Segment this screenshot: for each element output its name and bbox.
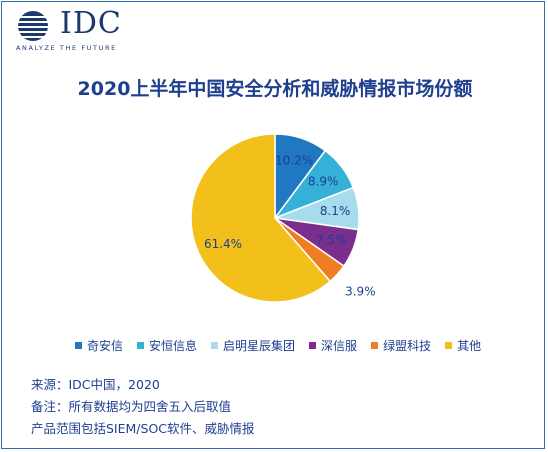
legend-label: 奇安信 [87,339,124,353]
legend-item-3: 启明星辰集团 [211,337,295,354]
data-label-2: 8.9% [308,174,339,188]
data-label-5: 3.9% [345,285,376,299]
legend-swatch [75,342,82,349]
legend-label: 深信服 [321,339,358,353]
legend-label: 其他 [457,339,482,353]
legend-label: 绿盟科技 [383,339,432,353]
legend-item-5: 绿盟科技 [371,337,431,354]
globe-icon [16,11,52,41]
legend-item-2: 安恒信息 [137,337,197,354]
pie-slice-6 [190,133,332,303]
legend-item-4: 深信服 [309,337,357,354]
legend-label: 安恒信息 [149,339,198,353]
scope-note: 产品范围包括SIEM/SOC软件、威胁情报 [31,421,255,436]
idc-logo: IDC ANALYZE THE FUTURE [16,6,134,52]
legend-swatch [137,342,145,349]
legend-item-6: 其他 [445,337,481,354]
source-note: 来源：IDC中国，2020 [31,377,160,392]
remark-note: 备注：所有数据均为四舍五入后取值 [31,399,232,414]
data-label-1: 10.2% [275,154,313,168]
data-label-3: 8.1% [320,204,351,218]
chart-title: 2020上半年中国安全分析和威胁情报市场份额 [77,78,473,100]
data-label-6: 61.4% [204,237,242,251]
legend-swatch [371,342,379,349]
legend-swatch [211,342,219,349]
data-label-4: 7.5% [316,233,347,247]
chart-notes: 来源：IDC中国，2020 备注：所有数据均为四舍五入后取值 产品范围包括SIE… [31,374,255,440]
chart-legend: 奇安信 安恒信息 启明星辰集团 深信服 绿盟科技 其他 [75,337,481,354]
logo-wordmark: IDC [60,6,122,41]
legend-swatch [309,342,317,349]
legend-item-1: 奇安信 [75,337,123,354]
logo-tagline: ANALYZE THE FUTURE [16,44,117,52]
legend-swatch [445,342,453,349]
legend-label: 启明星辰集团 [223,339,296,353]
